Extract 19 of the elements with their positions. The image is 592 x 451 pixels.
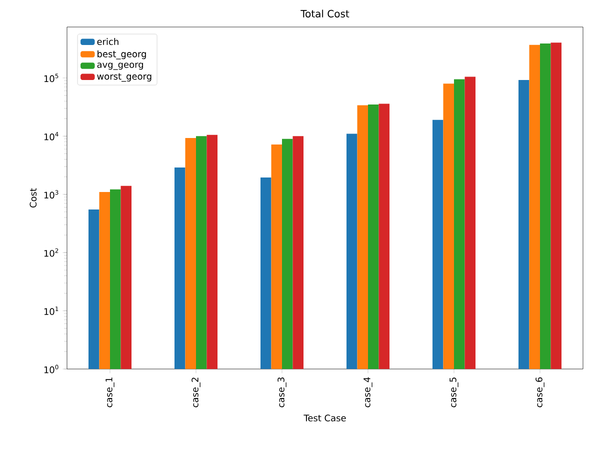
legend-label: avg_georg [97,62,144,70]
y-tick-label: 10$^{1}$ [44,306,58,315]
x-tick-label: case_1 [106,378,114,408]
y-tick-label: 10$^{2}$ [44,248,58,257]
x-axis-title: Test Case [304,414,346,422]
legend-label: worst_georg [97,73,152,82]
y-axis-title: Cost [30,188,37,208]
x-tick-label: case_3 [278,378,286,408]
legend-label: best_georg [98,50,146,60]
x-tick-label: case_6 [536,377,544,408]
y-tick-label: 10$^{3}$ [44,190,58,199]
y-tick-label: 10$^{5}$ [44,74,58,82]
legend-label: erich [97,38,118,46]
x-tick-label: case_2 [192,378,200,408]
y-tick-label: 10$^{4}$ [44,132,58,140]
x-tick-label: case_5 [450,378,458,408]
chart-title: Total Cost [300,10,350,18]
y-tick-label: 10$^{0}$ [44,364,58,374]
x-tick-label: case_4 [364,377,372,408]
